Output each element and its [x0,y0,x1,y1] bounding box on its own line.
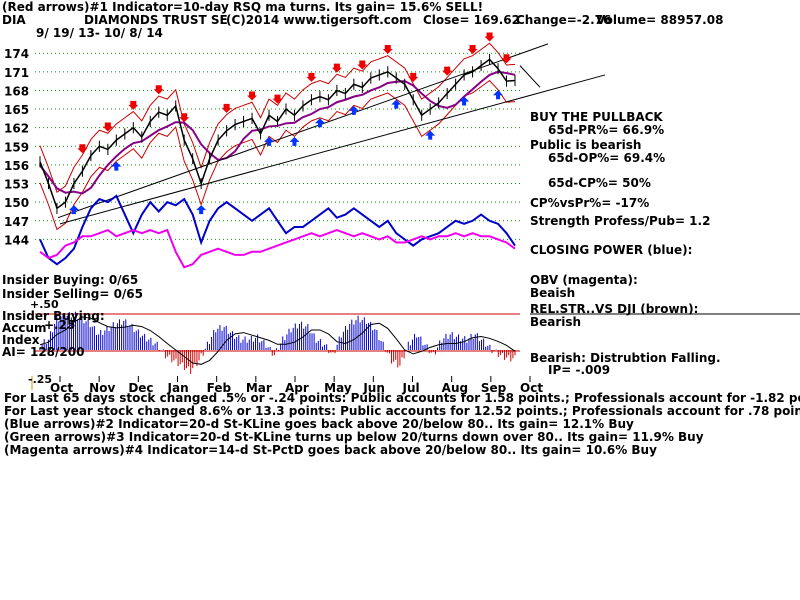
buy-arrow [68,205,79,215]
footer-line4: (Green arrows)#3 Indicator=20-d St-KLine… [4,430,704,444]
accum-label-plus25: +.25 [44,318,76,332]
footer-line2: For Last year stock changed 8.6% or 13.3… [4,404,800,418]
buy-arrow [196,205,207,215]
series-line-1 [39,194,516,266]
buy-arrow [314,118,325,128]
bearish-distribution: Bearish: Distrubtion Falling. [530,351,721,365]
sell-arrow [382,44,393,54]
sell-arrow [272,94,283,104]
obv-state: Beaish [530,286,576,300]
x-tick-label: Feb [207,381,232,395]
footer-line3: (Blue arrows)#2 Indicator=20-d St-KLine … [4,417,634,431]
upper-trendline [57,43,549,219]
accum-label: Accum [2,321,47,335]
accum-label-plus50: +.50 [30,298,59,311]
insider-selling: Insider Selling= 0/65 [2,287,144,301]
y-tick-label: 174 [4,47,29,61]
y-tick-label: 162 [4,122,29,136]
sell-arrow [247,91,258,101]
insider-buying-top: Insider Buying: 0/65 [2,273,139,287]
x-tick-label: Jun [362,381,385,395]
copyright: (C)2014 www.tigersoft.com [226,13,412,27]
sell-arrow [221,103,232,113]
buy-arrow [289,136,300,146]
upper-band-line [39,42,516,194]
sell-arrow [128,100,139,110]
buy-arrow [264,136,275,146]
stock-name: DIAMONDS TRUST SE [84,13,228,27]
rel-str-state: Bearish [530,315,582,329]
y-tick-label: 153 [4,178,29,192]
sell-arrow [153,85,164,95]
x-tick-label: Aug [442,381,468,395]
x-tick-label: Apr [285,381,309,395]
ai-value: AI= 128/200 [2,345,85,359]
cp-value: 65d-CP%= 50% [548,176,651,190]
index-label: Index [2,333,40,347]
x-tick-label: Dec [128,381,153,395]
y-tick-label: 168 [4,84,29,98]
x-tick-label: Jul [402,381,420,395]
accum-ma-line [39,316,516,365]
buy-arrow [493,90,504,100]
pr-value: 65d-PR%= 66.9% [548,123,665,137]
x-tick-label: Mar [246,381,272,395]
buy-arrow [111,161,122,171]
buy-arrow [459,96,470,106]
volume-value: Volume= 88957.08 [596,13,724,27]
insider-buying-label: Insider Buying: [2,309,105,323]
closing-power-label: CLOSING POWER (blue): [530,243,693,257]
obv-label: OBV (magenta): [530,273,638,287]
lower-band-line [39,79,516,231]
sell-arrow [77,144,88,154]
x-tick-label: Oct [50,381,73,395]
x-tick-label: Sep [481,381,507,395]
x-tick-label: May [324,381,352,395]
cp-vs-pr: CP%vsPr%= -17% [530,196,650,210]
sell-arrow [331,63,342,73]
y-tick-label: 147 [4,215,29,229]
accum-label-minus25: -.25 [28,373,53,386]
ip-value: IP= -.009 [548,363,611,377]
strength-profess-pub: Strength Profess/Pub= 1.2 [530,214,711,228]
sell-arrow [484,32,495,42]
buy-arrow [348,105,359,115]
symbol: DIA [2,13,26,27]
rel-str-label: REL.STR..VS DJI (brown): [530,302,699,316]
footer-line5: (Magenta arrows)#4 Indicator=14-d St-Pct… [4,443,657,457]
x-tick-label: Oct [520,381,543,395]
y-tick-label: 165 [4,103,29,117]
sell-arrow [102,122,113,132]
sell-arrow [501,54,512,64]
sell-arrow [306,72,317,82]
sell-arrow [467,44,478,54]
y-tick-label: 156 [4,159,29,173]
y-tick-label: 171 [4,66,29,80]
close-value: Close= 169.62 [423,13,520,27]
buy-arrow [391,99,402,109]
series-line-2 [39,228,516,269]
x-tick-label: Nov [89,381,115,395]
date-range: 9/ 19/ 13- 10/ 8/ 14 [36,26,163,40]
short-trendline [519,65,541,88]
y-tick-label: 144 [4,233,29,247]
lower-trendline [59,74,606,225]
buy-arrow [425,130,436,140]
footer-line1: For Last 65 days stock changed .5% or -.… [4,391,800,405]
y-tick-label: 159 [4,140,29,154]
y-tick-label: 150 [4,196,29,210]
buy-the-pullback: BUY THE PULLBACK [530,110,663,124]
public-bearish: Public is bearish [530,138,642,152]
op-value: 65d-OP%= 69.4% [548,151,666,165]
change-value: Change=-2.76 [516,13,612,27]
sell-arrow [357,60,368,70]
header-line1: (Red arrows)#1 Indicator=10-day RSQ ma t… [2,0,484,14]
sell-arrow [408,72,419,82]
sell-arrow [442,66,453,76]
x-tick-label: Jan [167,381,189,395]
sell-arrow [179,113,190,123]
